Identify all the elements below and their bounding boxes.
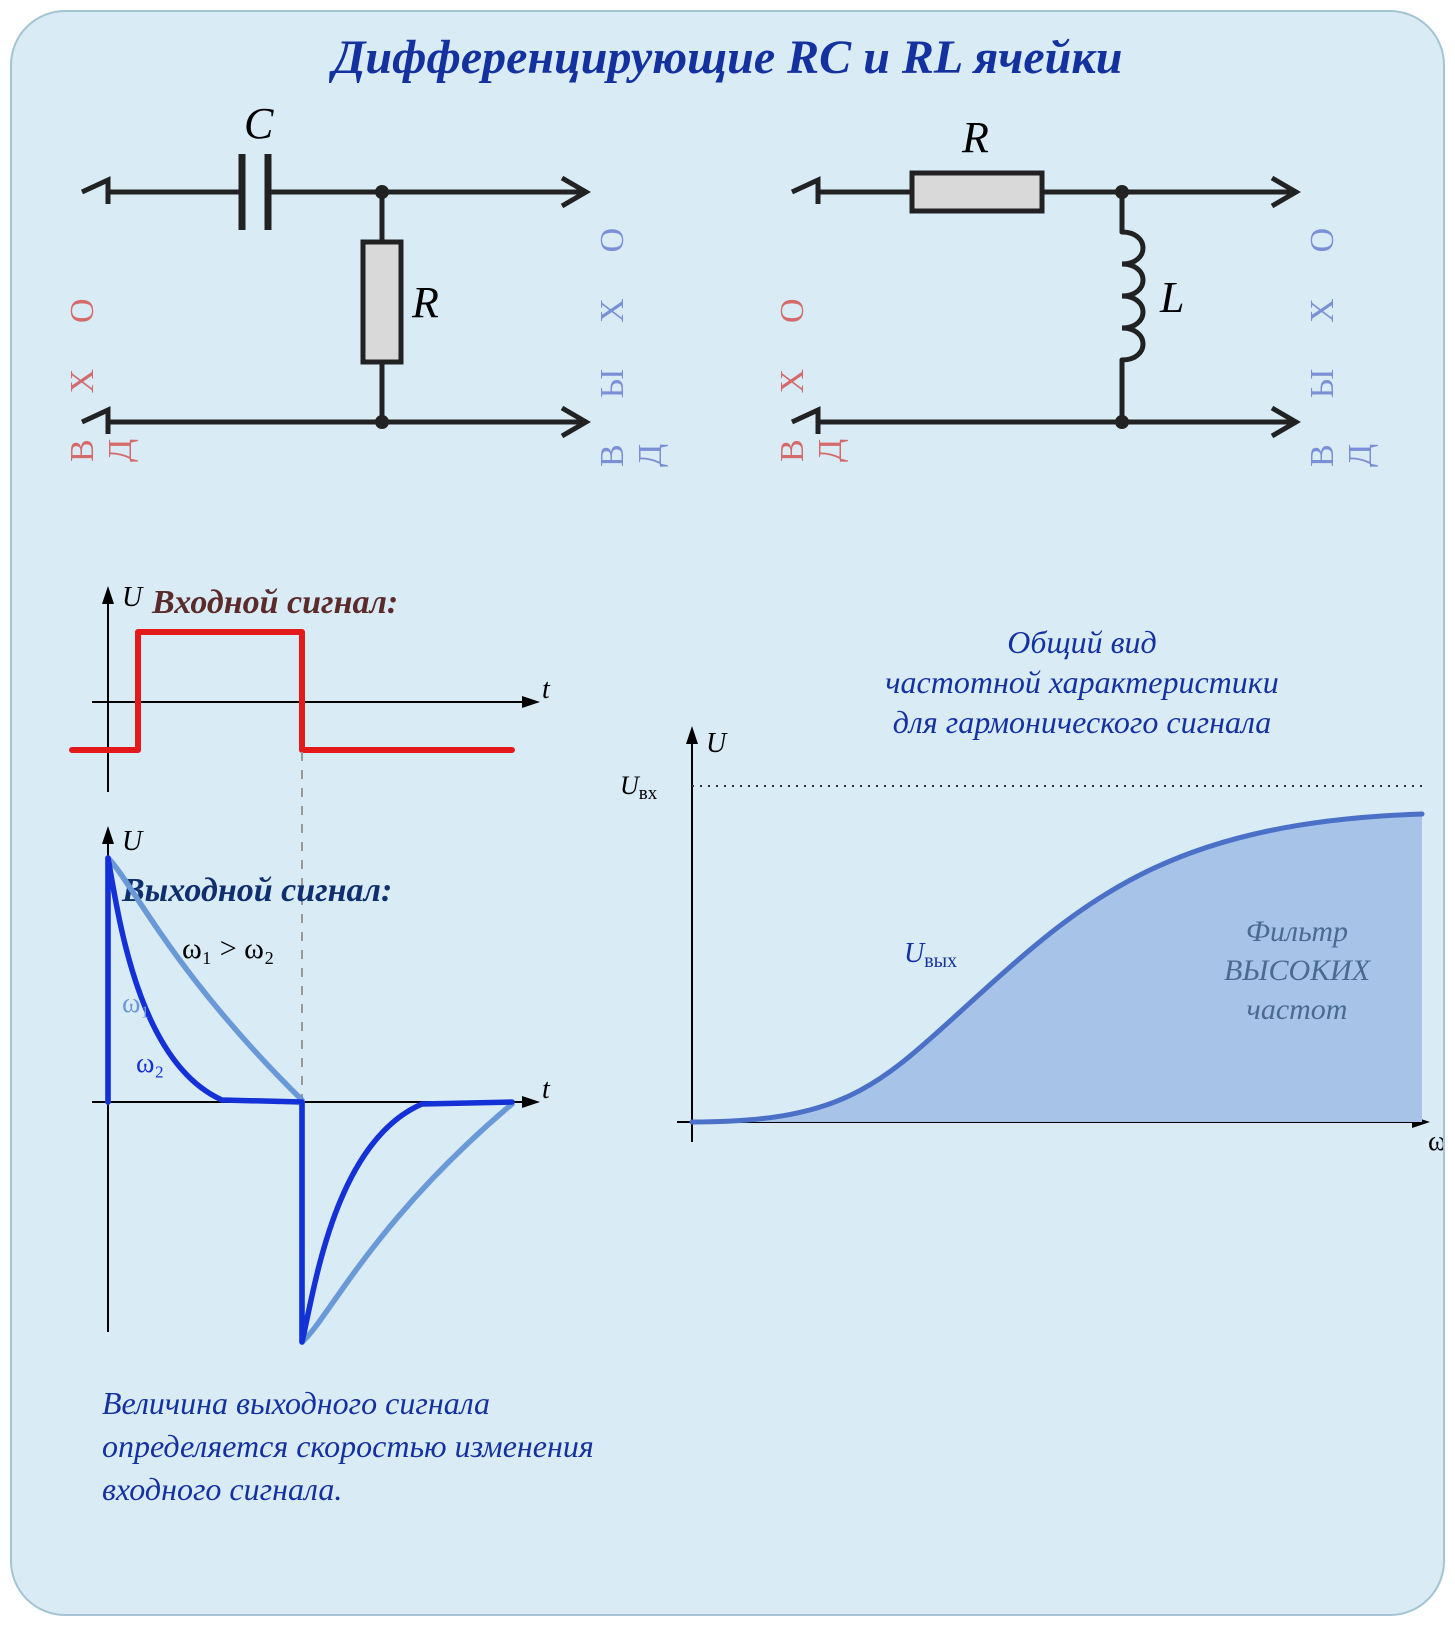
svg-text:ω: ω: [1428, 1126, 1445, 1157]
svg-text:Uвх: Uвх: [620, 771, 658, 804]
svg-text:U: U: [706, 728, 728, 759]
w1-label: ω₁: [122, 988, 150, 1019]
rc-circuit: C R: [82, 132, 642, 462]
svg-text:U: U: [122, 826, 144, 857]
svg-text:Uвых: Uвых: [904, 938, 957, 972]
inductor-label: L: [1159, 273, 1184, 322]
output-signal-plot: U t ω₁ ω₂: [52, 822, 552, 1342]
main-panel: Дифференцирующие RC и RL ячейки C R В Х …: [10, 10, 1445, 1616]
rl-out-label: В Ы Х О Д: [1304, 207, 1380, 467]
rc-out-label: В Ы Х О Д: [594, 207, 670, 467]
capacitor-label: C: [244, 99, 274, 148]
filter-label: Фильтр ВЫСОКИХ частот: [1187, 912, 1407, 1029]
svg-text:t: t: [542, 1074, 551, 1105]
rc-in-label: В Х О Д: [64, 232, 140, 462]
page-title: Дифференцирующие RC и RL ячейки: [12, 30, 1443, 85]
output-note: Величина выходного сигнала определяется …: [102, 1382, 622, 1512]
rl-in-label: В Х О Д: [774, 232, 850, 462]
rl-circuit: R L: [792, 132, 1352, 462]
resistor-label: R: [411, 278, 439, 327]
w2-label: ω₂: [136, 1048, 164, 1079]
rl-resistor-label: R: [961, 113, 989, 162]
